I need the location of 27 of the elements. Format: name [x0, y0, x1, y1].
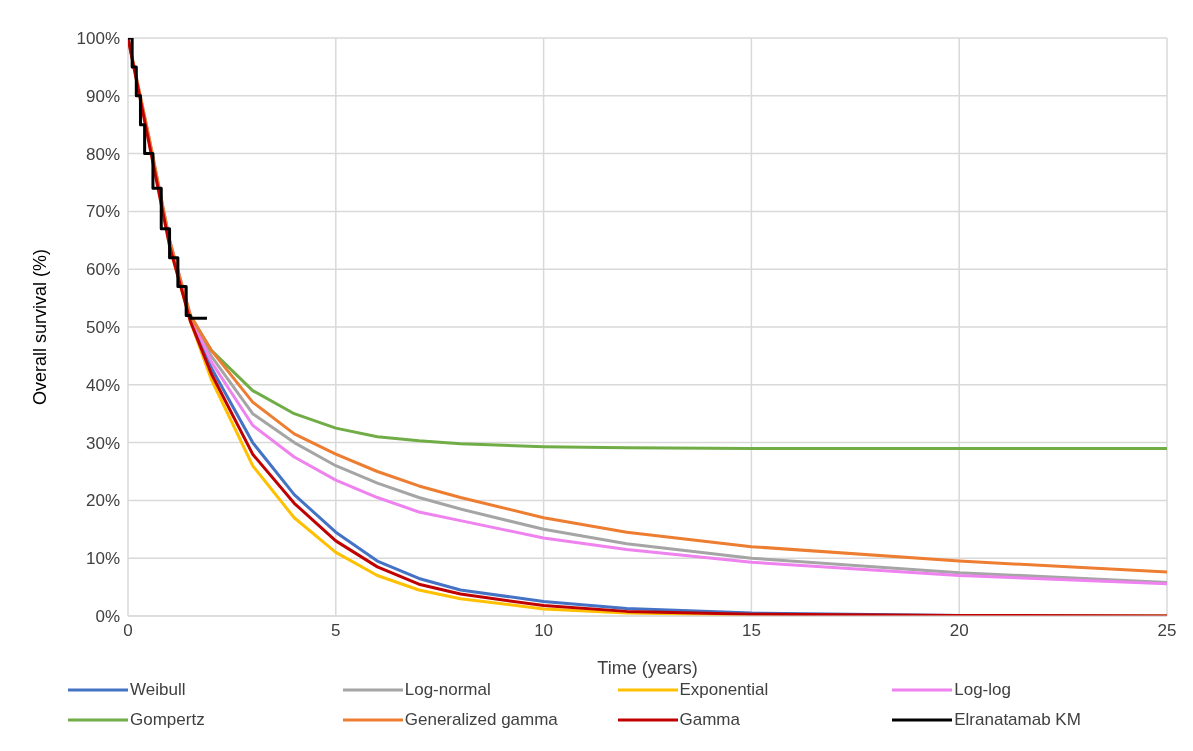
legend-label: Gompertz	[130, 710, 205, 730]
y-axis-title: Overall survival (%)	[30, 248, 51, 406]
y-tick-label: 30%	[85, 433, 120, 453]
x-tick-label: 10	[534, 621, 554, 641]
y-tick-label: 80%	[85, 144, 120, 164]
legend-label: Gamma	[679, 710, 740, 730]
x-tick-label: 5	[331, 621, 341, 641]
legend-label: Exponential	[679, 680, 769, 700]
y-tick-label: 20%	[85, 491, 120, 511]
legend-label: Log-log	[954, 680, 1011, 700]
y-tick-label: 100%	[76, 29, 120, 49]
y-tick-label: 90%	[85, 86, 120, 106]
legend-label: Weibull	[130, 680, 186, 700]
y-tick-label: 40%	[85, 375, 120, 395]
x-tick-label: 15	[741, 621, 761, 641]
y-tick-label: 70%	[85, 202, 120, 222]
x-tick-label: 20	[949, 621, 969, 641]
legend-label: Elranatamab KM	[954, 710, 1081, 730]
y-tick-label: 0%	[95, 607, 120, 627]
legend-label: Generalized gamma	[404, 710, 558, 730]
x-tick-label: 25	[1157, 621, 1177, 641]
y-tick-label: 10%	[85, 549, 120, 569]
x-axis-title: Time (years)	[597, 658, 698, 678]
legend-label: Log-normal	[404, 680, 491, 700]
x-tick-label: 0	[123, 621, 133, 641]
y-tick-label: 50%	[85, 318, 120, 338]
y-tick-label: 60%	[85, 260, 120, 280]
